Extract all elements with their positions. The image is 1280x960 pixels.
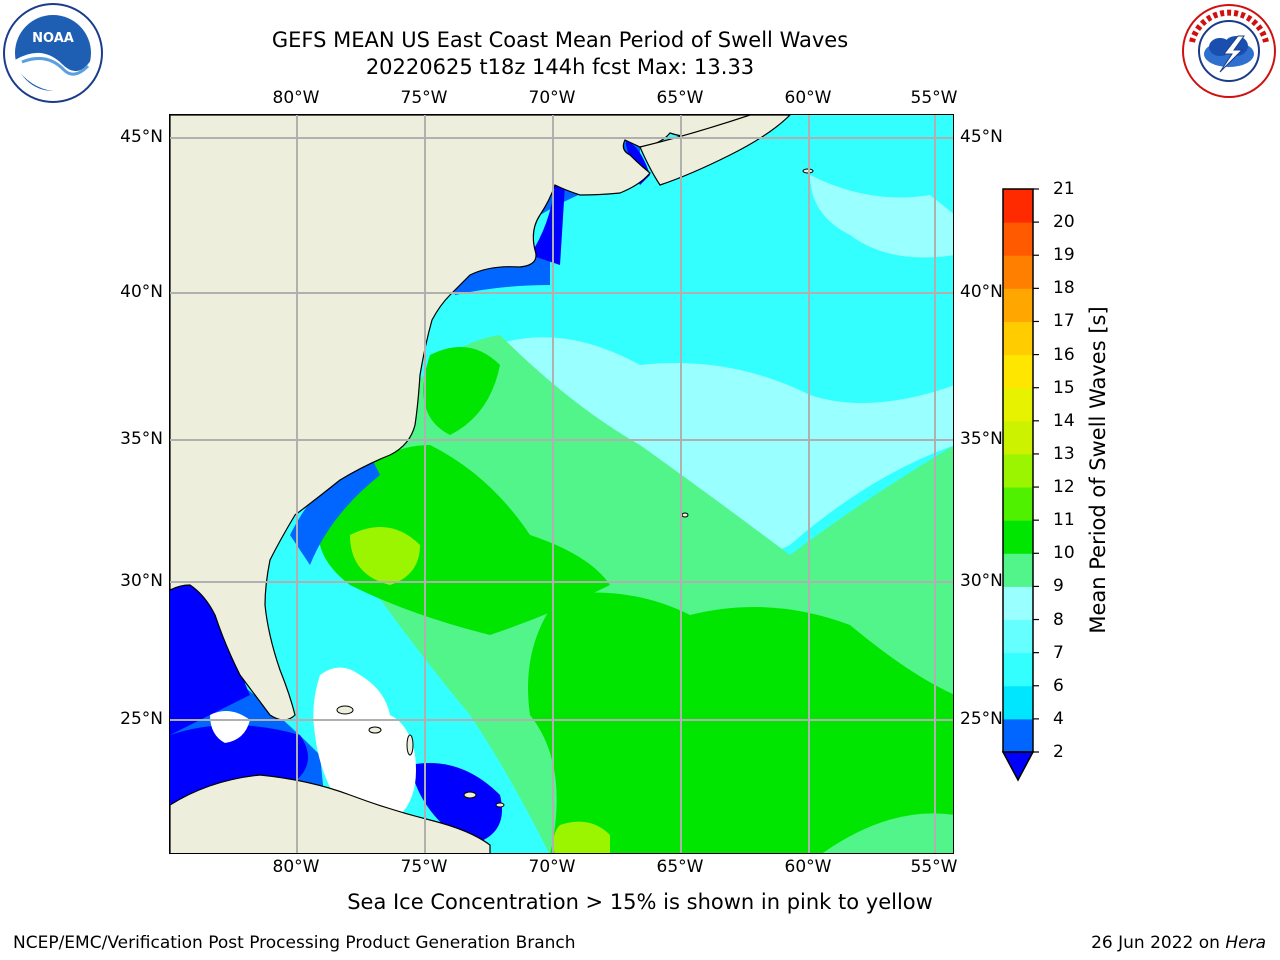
lon-tick-top: 55°W xyxy=(910,88,958,108)
colorbar-segment xyxy=(1003,288,1033,322)
period-zone-10-11 xyxy=(318,445,610,635)
colorbar-tick-label: 21 xyxy=(1053,179,1075,199)
date-stamp: 26 Jun 2022 on Hera xyxy=(1091,933,1266,953)
colorbar-segment xyxy=(1003,189,1033,223)
colorbar-segment xyxy=(1003,387,1033,422)
colorbar-tick-label: 13 xyxy=(1053,443,1075,464)
colorbar-tick-label: 10 xyxy=(1053,543,1075,564)
colorbar-segment xyxy=(1003,321,1033,356)
lat-tick-right: 35°N xyxy=(960,429,1003,449)
lon-tick-top: 70°W xyxy=(528,88,576,108)
period-zone-8-9 xyxy=(468,337,953,563)
colorbar-outline xyxy=(1002,188,1034,753)
lat-tick-right: 45°N xyxy=(960,127,1003,147)
lat-tick-right: 40°N xyxy=(960,282,1003,302)
credit-text: NCEP/EMC/Verification Post Processing Pr… xyxy=(13,933,576,953)
colorbar-segment xyxy=(1003,222,1033,256)
noaa-logo-text: NOAA xyxy=(32,31,74,46)
nws-logo xyxy=(1182,4,1276,98)
lat-tick-left: 45°N xyxy=(120,127,163,147)
period-zone-10-11 xyxy=(528,592,953,853)
lon-tick-top: 80°W xyxy=(272,88,320,108)
date-stamp-date: 26 Jun 2022 on xyxy=(1091,933,1220,953)
noaa-logo: NOAA xyxy=(3,3,103,103)
lat-tick-left: 40°N xyxy=(120,282,163,302)
colorbar-tick-label: 15 xyxy=(1053,377,1075,398)
period-zone-below-4 xyxy=(170,583,250,735)
colorbar-tick-label: 6 xyxy=(1053,675,1064,696)
colorbar-segment xyxy=(1003,520,1033,554)
colorbar-tick-label: 20 xyxy=(1053,212,1075,233)
lat-tick-left: 25°N xyxy=(120,709,163,729)
colorbar-segment xyxy=(1003,255,1033,289)
date-stamp-host: Hera xyxy=(1225,933,1266,953)
lon-tick-top: 75°W xyxy=(400,88,448,108)
period-zone-4-6 xyxy=(290,455,380,565)
colorbar-tick-label: 19 xyxy=(1053,245,1075,266)
lon-tick-bottom: 80°W xyxy=(272,857,320,877)
swell-period-map xyxy=(170,115,953,853)
colorbar-segment xyxy=(1003,420,1033,455)
land-cuba xyxy=(170,774,491,853)
colorbar-extend-triangle xyxy=(1001,751,1035,782)
lon-tick-top: 65°W xyxy=(656,88,704,108)
colorbar-segment xyxy=(1003,553,1033,587)
lon-tick-top: 60°W xyxy=(784,88,832,108)
colorbar-segment xyxy=(1003,586,1033,621)
lon-tick-bottom: 60°W xyxy=(784,857,832,877)
colorbar-segment xyxy=(1003,354,1033,389)
period-zone-below-4 xyxy=(410,763,502,845)
lon-tick-bottom: 55°W xyxy=(910,857,958,877)
colorbar-tick-label: 11 xyxy=(1053,510,1075,531)
colorbar-tick-label: 2 xyxy=(1053,742,1064,762)
colorbar-tick-label: 7 xyxy=(1053,642,1064,663)
period-zone-8-9 xyxy=(810,175,953,258)
land-nova-scotia xyxy=(639,115,791,186)
period-zone-12-13 xyxy=(553,821,610,853)
colorbar-segment xyxy=(1003,619,1033,654)
colorbar-tick-label: 17 xyxy=(1053,311,1075,332)
period-zone-12-13 xyxy=(350,527,420,585)
colorbar-segment xyxy=(1003,652,1033,687)
colorbar-tick-label: 14 xyxy=(1053,410,1075,431)
chart-title: GEFS MEAN US East Coast Mean Period of S… xyxy=(271,28,849,52)
colorbar-tick-label: 18 xyxy=(1053,278,1075,299)
lat-tick-right: 25°N xyxy=(960,709,1003,729)
sea-ice-note: Sea Ice Concentration > 15% is shown in … xyxy=(347,890,933,914)
period-zone-below-4 xyxy=(530,185,565,265)
colorbar-tick-label: 4 xyxy=(1053,708,1064,729)
colorbar-segment xyxy=(1003,487,1033,521)
colorbar-title: Mean Period of Swell Waves [s] xyxy=(1086,306,1110,634)
colorbar-tick-label: 12 xyxy=(1053,477,1075,498)
period-zone-10-11 xyxy=(423,347,500,435)
colorbar-tick-label: 8 xyxy=(1053,609,1064,630)
colorbar xyxy=(1001,188,1039,782)
chart-subtitle: 20220625 t18z 144h fcst Max: 13.33 xyxy=(365,55,755,79)
lon-tick-bottom: 65°W xyxy=(656,857,704,877)
lat-tick-left: 30°N xyxy=(120,571,163,591)
colorbar-segment xyxy=(1003,453,1033,488)
lat-tick-left: 35°N xyxy=(120,429,163,449)
lat-tick-right: 30°N xyxy=(960,571,1003,591)
map-panel xyxy=(169,114,954,854)
lon-tick-bottom: 75°W xyxy=(400,857,448,877)
colorbar-tick-label: 9 xyxy=(1053,576,1064,597)
colorbar-segment xyxy=(1003,685,1033,720)
land-bahamas xyxy=(336,168,814,808)
lon-tick-bottom: 70°W xyxy=(528,857,576,877)
colorbar-segment xyxy=(1003,718,1033,753)
graticule xyxy=(170,115,953,853)
colorbar-tick-label: 16 xyxy=(1053,344,1075,365)
no-data-region xyxy=(313,667,416,817)
